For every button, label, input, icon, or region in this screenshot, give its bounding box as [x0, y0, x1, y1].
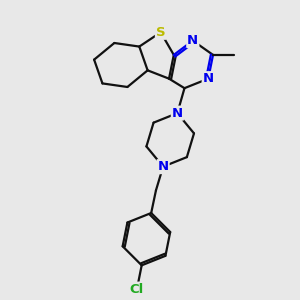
Text: S: S: [156, 26, 166, 39]
Text: N: N: [203, 72, 214, 85]
Text: Cl: Cl: [130, 283, 144, 296]
Text: N: N: [172, 106, 183, 120]
Text: N: N: [187, 34, 198, 47]
Text: N: N: [158, 160, 169, 173]
